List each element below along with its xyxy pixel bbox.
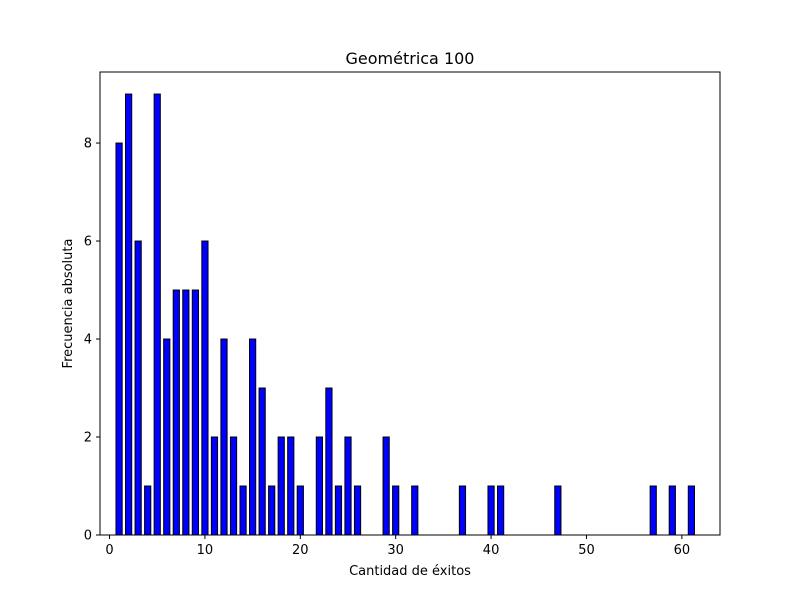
bar [334, 485, 343, 536]
x-axis-label: Cantidad de éxitos [349, 564, 471, 579]
bar [487, 485, 495, 536]
x-axis-ticks: 0 10 20 30 40 50 60 [105, 535, 690, 558]
bar [497, 485, 505, 536]
bar [125, 93, 133, 536]
chart-title: Geométrica 100 [346, 49, 475, 68]
bar [296, 485, 304, 536]
bar [239, 485, 247, 536]
y-axis-ticks: 0 2 4 6 8 [84, 137, 100, 544]
bar [153, 93, 161, 536]
y-tick-label: 4 [84, 333, 92, 348]
x-tick-label: 40 [483, 543, 500, 558]
x-tick-label: 50 [578, 543, 595, 558]
y-tick-label: 0 [84, 529, 92, 544]
bar [220, 338, 228, 536]
bar [382, 436, 390, 536]
bar [315, 436, 323, 536]
y-axis-label: Frecuencia absoluta [61, 239, 76, 369]
bar [268, 485, 276, 536]
bar [411, 485, 419, 536]
bar [172, 289, 180, 536]
bar [287, 436, 295, 536]
bar [210, 436, 219, 536]
bar [115, 142, 123, 536]
bar [163, 338, 171, 536]
y-tick-label: 6 [84, 235, 92, 250]
bar [134, 240, 142, 536]
x-tick-label: 30 [387, 543, 404, 558]
x-tick-label: 20 [292, 543, 309, 558]
bar [668, 485, 676, 536]
x-tick-label: 0 [105, 543, 113, 558]
bar [325, 387, 333, 536]
bar [191, 289, 199, 536]
plot-frame [99, 71, 721, 536]
bar [554, 485, 562, 536]
bar [392, 485, 400, 536]
bar [182, 289, 190, 536]
bar [277, 436, 285, 536]
bar [258, 387, 266, 536]
bar [687, 485, 695, 536]
x-tick-label: 60 [674, 543, 691, 558]
bar [649, 485, 657, 536]
bar [144, 485, 152, 536]
y-tick-label: 2 [84, 431, 92, 446]
bar [344, 436, 352, 536]
bar [353, 485, 362, 536]
x-tick-label: 10 [197, 543, 214, 558]
bar [249, 338, 257, 536]
bar [229, 436, 238, 536]
bar [201, 240, 209, 536]
y-tick-label: 8 [84, 137, 92, 152]
bar [458, 485, 467, 536]
